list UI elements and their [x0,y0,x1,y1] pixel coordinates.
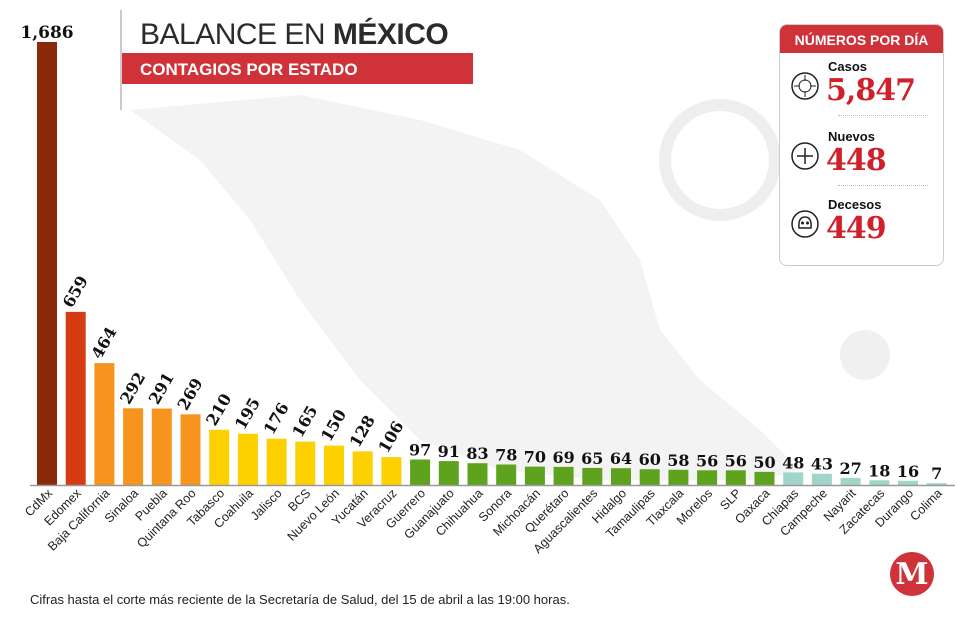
value-label: 269 [174,375,207,413]
value-label: 18 [868,461,890,480]
footnote: Cifras hasta el corte más reciente de la… [30,592,570,607]
value-label: 58 [667,451,689,470]
value-label: 464 [87,324,120,362]
value-label: 48 [782,453,804,472]
bar-Sonora [496,464,517,485]
bar-Nuevo León [324,445,344,485]
value-label: 27 [839,459,861,478]
category-label: Jalisco [248,486,285,523]
bar-Michoacán [524,466,545,485]
value-label: 176 [260,399,293,437]
bar-Sinaloa [123,408,144,485]
bar-Durango [898,480,918,485]
daily-numbers-panel: NÚMEROS POR DÍA Casos 5,847 Nuevos 448 D… [779,24,944,266]
value-label: 106 [374,418,407,456]
value-label: 78 [495,446,517,465]
bar-Chihuahua [467,463,488,485]
value-label: 292 [116,369,149,407]
bar-Puebla [151,408,172,485]
bar-Quintana Roo [180,414,201,485]
bar-Tamaulipas [639,469,660,485]
bar-Chiapas [783,472,804,485]
bar-Tlaxcala [668,469,689,485]
bar-Zacatecas [869,480,890,485]
divider [120,10,122,110]
value-label: 56 [696,451,718,470]
value-label: 150 [317,406,350,444]
value-label: 64 [610,449,632,468]
value-label: 16 [897,462,919,481]
value-label: 97 [409,441,431,460]
value-label: 128 [346,412,379,450]
stat-casos: Casos 5,847 [790,59,940,119]
category-label: Colima [907,486,944,523]
value-label: 7 [931,464,942,483]
bar-Tabasco [209,429,230,485]
value-label: 1,686 [20,23,73,43]
value-label: 60 [639,450,661,469]
bar-Colima [926,483,947,485]
chart-title: BALANCE EN MÉXICO [140,18,449,51]
bar-Hidalgo [611,468,631,485]
chart-subtitle: CONTAGIOS POR ESTADO [140,60,358,79]
bar-Jalisco [266,438,287,485]
bar-Querétaro [553,466,574,485]
bar-BCS [295,441,316,485]
value-label: 195 [231,394,264,432]
virus-icon [791,72,819,100]
stat-nuevos: Nuevos 448 [790,129,940,189]
value-label: 291 [145,369,178,407]
value-label: 659 [59,272,92,310]
bar-Veracruz [381,457,402,485]
bar-Coahuila [237,433,258,485]
value-label: 70 [524,448,546,467]
panel-title: NÚMEROS POR DÍA [780,25,943,53]
value-label: 43 [811,455,833,474]
bar-Guerrero [410,459,431,485]
bar-CdMx [37,42,57,485]
value-label: 69 [552,448,574,467]
bar-Aguascalientes [582,467,603,485]
bar-Oaxaca [754,471,775,485]
value-label: 56 [725,451,747,470]
subtitle-banner [122,53,473,84]
bar-Campeche [811,473,832,485]
bar-Baja California [94,363,115,485]
bar-Guanajuato [438,461,459,485]
milenio-logo: M [890,552,934,596]
value-label: 91 [438,442,460,461]
plus-icon [791,142,819,170]
stat-decesos: Decesos 449 [790,197,940,257]
bar-Yucatán [352,451,373,485]
value-label: 65 [581,449,603,468]
bar-Morelos [697,470,718,485]
separator [838,185,928,186]
separator [838,115,928,116]
value-label: 83 [466,444,488,463]
skull-icon [791,210,819,238]
bar-Edomex [65,311,86,485]
bar-SLP [725,470,746,485]
bar-Nayarit [840,477,861,485]
value-label: 50 [753,453,775,472]
